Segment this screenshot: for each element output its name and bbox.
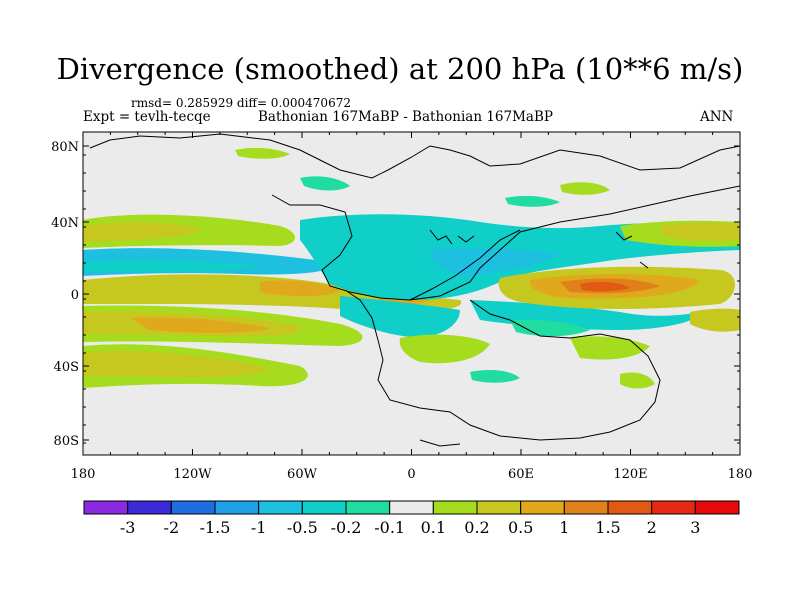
lon-label: 60E bbox=[508, 467, 534, 482]
field-region-13 bbox=[430, 247, 560, 276]
colorbar-swatch bbox=[301, 500, 347, 515]
field-region-19 bbox=[580, 281, 630, 292]
colorbar-swatch bbox=[432, 500, 478, 515]
colorbar-label: -0.5 bbox=[287, 518, 318, 537]
lon-label: 180 bbox=[71, 467, 96, 482]
field-region-1 bbox=[83, 222, 200, 242]
field-region-3 bbox=[83, 259, 260, 272]
lon-label: 60W bbox=[287, 467, 318, 482]
colorbar-label: -2 bbox=[164, 518, 180, 537]
coastline-tethys bbox=[409, 229, 521, 301]
lat-label: 80N bbox=[51, 140, 79, 155]
lon-label: 120W bbox=[173, 467, 212, 482]
colorbar-label: -3 bbox=[120, 518, 136, 537]
field-region-26 bbox=[620, 372, 655, 389]
colorbar-label: -0.1 bbox=[374, 518, 405, 537]
field-region-30 bbox=[560, 182, 610, 195]
field-region-28 bbox=[300, 176, 350, 191]
colorbar-swatch bbox=[607, 500, 653, 515]
lon-label: 0 bbox=[407, 467, 415, 482]
field-region-9 bbox=[130, 317, 270, 333]
field-region-21 bbox=[660, 222, 740, 241]
colorbar-swatch bbox=[520, 500, 565, 515]
colorbar-swatch bbox=[170, 500, 216, 515]
coastline-arctic bbox=[89, 133, 740, 179]
field-region-23 bbox=[399, 334, 490, 364]
colorbar: -3 -2 -1.5 -1 -0.5 -0.2 -0.1 0.1 0.2 0.5 1 1.5 2 3 bbox=[83, 500, 740, 537]
colorbar-swatch bbox=[476, 500, 522, 515]
field-region-27 bbox=[235, 147, 290, 159]
field-region-11 bbox=[83, 350, 270, 378]
season-label: ANN bbox=[700, 109, 734, 125]
colorbar-label: -1.5 bbox=[200, 518, 231, 537]
colorbar-label: 0.5 bbox=[508, 518, 533, 537]
colorbar-label: 2 bbox=[647, 518, 657, 537]
plot-title: Divergence (smoothed) at 200 hPa (10**6 … bbox=[56, 52, 744, 86]
period-label: Bathonian 167MaBP - Bathonian 167MaBP bbox=[258, 109, 553, 125]
colorbar-swatch bbox=[83, 500, 129, 515]
coastlines bbox=[89, 133, 740, 447]
colorbar-label: 1 bbox=[559, 518, 569, 537]
coastline-islands bbox=[419, 229, 649, 447]
colorbar-swatch bbox=[694, 500, 740, 515]
colorbar-swatch bbox=[345, 500, 391, 515]
colorbar-label: -0.2 bbox=[331, 518, 362, 537]
field-region-29 bbox=[505, 195, 560, 207]
colorbar-label: 0.2 bbox=[464, 518, 489, 537]
lat-label: 0 bbox=[71, 288, 79, 303]
lon-label: 180 bbox=[728, 467, 753, 482]
divergence-field bbox=[83, 147, 740, 389]
colorbar-label: 0.1 bbox=[421, 518, 446, 537]
colorbar-swatch bbox=[389, 500, 434, 515]
colorbar-label: 3 bbox=[690, 518, 700, 537]
field-region-15 bbox=[340, 296, 460, 338]
field-region-5 bbox=[260, 280, 340, 297]
colorbar-label: -1 bbox=[251, 518, 267, 537]
field-region-31 bbox=[470, 370, 520, 383]
colorbar-swatch bbox=[651, 500, 696, 515]
field-region-25 bbox=[510, 319, 590, 337]
experiment-label: Expt = tevlh-tecqe bbox=[83, 109, 211, 125]
colorbar-swatch bbox=[214, 500, 260, 515]
lat-label: 40S bbox=[54, 360, 79, 375]
coastline-south-continent bbox=[344, 289, 661, 441]
colorbar-swatch bbox=[563, 500, 609, 515]
colorbar-swatch bbox=[258, 500, 303, 515]
colorbar-label: 1.5 bbox=[595, 518, 620, 537]
lat-label: 40N bbox=[51, 216, 79, 231]
lon-label: 120E bbox=[613, 467, 647, 482]
field-region-22 bbox=[690, 308, 740, 332]
map-axes: 80N 40N 0 40S 80S 180 120W 60W 0 60E 120E 180 bbox=[51, 132, 752, 482]
colorbar-swatch bbox=[127, 500, 172, 515]
stats-text: rmsd= 0.285929 diff= 0.000470672 bbox=[131, 96, 351, 110]
lat-label: 80S bbox=[54, 434, 79, 449]
field-region-24 bbox=[570, 336, 650, 360]
